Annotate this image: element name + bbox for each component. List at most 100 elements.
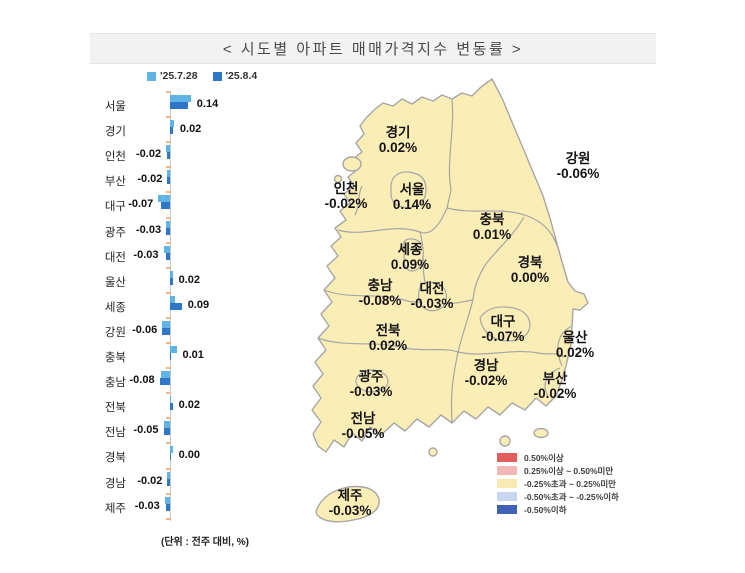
region-value: -0.03% bbox=[328, 503, 372, 518]
map-legend-swatch bbox=[497, 492, 517, 501]
curr-week-bar bbox=[166, 227, 170, 235]
region-name: 경북 bbox=[517, 255, 543, 270]
category-label: 경기 bbox=[104, 126, 126, 139]
region-name: 경남 bbox=[473, 358, 499, 373]
value-label: -0.05 bbox=[133, 424, 159, 437]
map-region-label: 인천 -0.02% bbox=[325, 181, 368, 211]
axis-tick bbox=[166, 342, 171, 344]
axis-tick bbox=[166, 116, 171, 119]
bar-row: 인천 -0.02 bbox=[0, 142, 300, 167]
map-region-label: 전남 -0.05% bbox=[342, 411, 385, 441]
border-jeonbuk-north bbox=[323, 289, 474, 305]
south-islet-2 bbox=[499, 435, 511, 447]
border-gyeonggi-gangwon bbox=[446, 98, 454, 209]
map-legend-swatch bbox=[497, 505, 517, 514]
category-label: 대구 bbox=[104, 201, 126, 214]
region-name: 광주 bbox=[358, 369, 384, 384]
gwangju-region bbox=[355, 369, 389, 393]
daegu-region bbox=[479, 306, 531, 342]
axis-tick bbox=[166, 266, 171, 269]
value-label: 0.00 bbox=[178, 449, 201, 462]
value-label: 0.02 bbox=[179, 123, 202, 136]
region-name: 서울 bbox=[399, 182, 425, 197]
region-name: 대전 bbox=[419, 281, 445, 296]
border-gyeongbuk-gyeongnam bbox=[457, 350, 565, 358]
axis-tick bbox=[166, 392, 171, 395]
map-region-label: 울산 0.02% bbox=[556, 330, 594, 360]
axis-tick bbox=[166, 367, 171, 370]
region-value: -0.03% bbox=[349, 384, 393, 399]
bar-row: 충남 -0.08 bbox=[0, 368, 300, 393]
daejeon-region bbox=[418, 281, 448, 312]
region-value: 0.09% bbox=[390, 257, 430, 272]
prev-week-bar bbox=[167, 471, 170, 479]
curr-week-bar bbox=[170, 453, 171, 461]
seoul-region bbox=[390, 171, 427, 209]
map-legend-label: -0.50%이하 bbox=[524, 504, 567, 515]
curr-week-bar bbox=[166, 252, 170, 260]
category-label: 제주 bbox=[104, 502, 126, 515]
bar-row: 울산 0.02 bbox=[0, 268, 300, 293]
map-legend-label: 0.50%이상 bbox=[524, 452, 564, 463]
value-label: -0.03 bbox=[136, 223, 162, 236]
bar-row: 광주 -0.03 bbox=[0, 218, 300, 243]
region-name: 제주 bbox=[337, 488, 363, 503]
map-legend-row: 0.50%이상 bbox=[497, 451, 619, 464]
category-label: 광주 bbox=[104, 226, 126, 239]
south-islet-1 bbox=[428, 447, 438, 457]
curr-week-bar bbox=[162, 327, 170, 335]
category-label: 인천 bbox=[104, 151, 126, 164]
region-value: 0.14% bbox=[392, 197, 432, 212]
curr-week-bar bbox=[170, 403, 173, 411]
category-label: 강원 bbox=[104, 326, 126, 339]
region-value: -0.02% bbox=[533, 386, 577, 401]
axis-tick bbox=[166, 216, 171, 219]
prev-week-bar bbox=[170, 95, 191, 102]
value-label: -0.08 bbox=[129, 374, 155, 387]
prev-week-bar bbox=[163, 421, 170, 429]
prev-week-bar bbox=[170, 270, 173, 278]
bar-row: 전북 0.02 bbox=[0, 393, 300, 418]
region-value: 0.00% bbox=[510, 270, 550, 285]
value-label: 0.01 bbox=[182, 349, 204, 361]
map-legend-row: -0.50%이하 bbox=[497, 503, 619, 516]
curr-week-bar bbox=[167, 177, 170, 185]
bar-row: 대전 -0.03 bbox=[0, 243, 300, 268]
map-legend-label: -0.25%초과 ~ 0.25%미만 bbox=[524, 478, 617, 489]
region-value: -0.08% bbox=[358, 293, 402, 308]
curr-week-bar bbox=[167, 478, 170, 486]
region-value: 0.01% bbox=[472, 227, 512, 242]
border-ulsan bbox=[557, 325, 573, 367]
axis-tick bbox=[166, 316, 171, 319]
prev-week-bar bbox=[170, 346, 177, 353]
region-value: -0.02% bbox=[464, 373, 508, 388]
border-gyeonggi-south bbox=[337, 207, 448, 234]
jeju-island bbox=[315, 485, 380, 523]
axis-tick bbox=[166, 141, 171, 144]
bar-row: 경기 0.02 bbox=[0, 117, 300, 142]
map-legend-row: -0.25%초과 ~ 0.25%미만 bbox=[497, 477, 619, 490]
category-label: 대전 bbox=[104, 251, 126, 264]
prev-week-bar bbox=[160, 371, 170, 379]
region-value: -0.07% bbox=[481, 329, 525, 344]
prev-week-bar bbox=[164, 496, 170, 504]
prev-week-bar bbox=[170, 295, 176, 303]
border-busan bbox=[544, 367, 561, 397]
map-region-label: 경기 0.02% bbox=[379, 125, 417, 155]
bar-row: 전남 -0.05 bbox=[0, 418, 300, 443]
bar-row: 세종 0.09 bbox=[0, 293, 300, 318]
prev-week-bar bbox=[162, 320, 170, 328]
map-region-label: 충북 0.01% bbox=[473, 212, 511, 242]
prev-week-bar bbox=[167, 170, 170, 178]
category-label: 경북 bbox=[104, 452, 126, 465]
axis-tick bbox=[166, 241, 171, 244]
category-label: 전북 bbox=[104, 402, 126, 415]
bar-row: 경북 0.00 bbox=[0, 443, 300, 468]
prev-week-bar bbox=[166, 145, 170, 153]
border-jeonbuk-jeonnam bbox=[317, 337, 459, 353]
value-label: -0.07 bbox=[128, 198, 154, 211]
value-label: -0.03 bbox=[133, 248, 159, 261]
sejong-region bbox=[403, 238, 424, 272]
category-label: 충북 bbox=[104, 352, 126, 364]
